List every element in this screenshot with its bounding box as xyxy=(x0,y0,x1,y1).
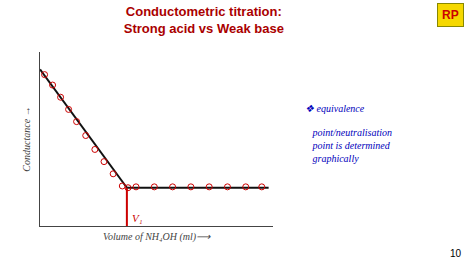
svg-text:Conductometric titration:Stron: Conductometric titration:Strong acid vs … xyxy=(124,4,284,36)
svg-text:V₁: V₁ xyxy=(132,212,143,224)
svg-text:❖ equivalence: ❖ equivalence xyxy=(305,103,365,114)
svg-text:point/neutralisation point i: point/neutralisation point is determined… xyxy=(305,127,392,164)
svg-text:10: 10 xyxy=(450,248,462,259)
svg-text:Volume of NH₄OH (ml)⟶: Volume of NH₄OH (ml)⟶ xyxy=(103,231,211,243)
svg-text:RP: RP xyxy=(442,8,459,22)
svg-text:Conductance →: Conductance → xyxy=(21,106,32,171)
